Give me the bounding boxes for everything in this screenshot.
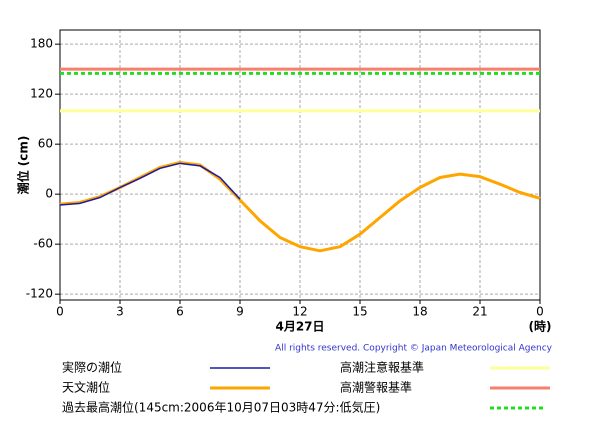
series-line xyxy=(59,162,241,206)
plot-frame xyxy=(59,29,541,301)
y-tick-label: 180 xyxy=(30,37,53,51)
x-unit: (時) xyxy=(529,319,552,334)
legend-label: 高潮警報基準 xyxy=(340,380,412,395)
legend-label: 実際の潮位 xyxy=(62,360,122,375)
x-tick-label: 18 xyxy=(412,305,427,319)
y-tick-label: 0 xyxy=(45,187,53,201)
y-tick-label: 60 xyxy=(38,137,53,151)
x-axis-label: 4月27日 xyxy=(275,320,324,334)
x-tick-label: 15 xyxy=(352,305,367,319)
y-tick-label: 120 xyxy=(30,87,53,101)
legend-label: 天文潮位 xyxy=(62,380,110,395)
x-tick-label: 0 xyxy=(56,305,64,319)
x-tick-label: 3 xyxy=(116,305,124,319)
copyright: All rights reserved. Copyright © Japan M… xyxy=(275,344,553,354)
x-tick-label: 21 xyxy=(472,305,487,319)
legend-label: 高潮注意報基準 xyxy=(340,360,424,375)
y-tick-label: -60 xyxy=(33,237,53,251)
x-tick-label: 12 xyxy=(292,305,307,319)
x-tick-label: 0 xyxy=(536,305,544,319)
y-tick-label: -120 xyxy=(26,287,53,301)
x-tick-label: 6 xyxy=(176,305,184,319)
x-tick-label: 9 xyxy=(236,305,244,319)
legend-label: 過去最高潮位(145cm:2006年10月07日03時47分:低気圧) xyxy=(62,400,380,415)
y-axis-label: 潮位 (cm) xyxy=(16,136,31,195)
